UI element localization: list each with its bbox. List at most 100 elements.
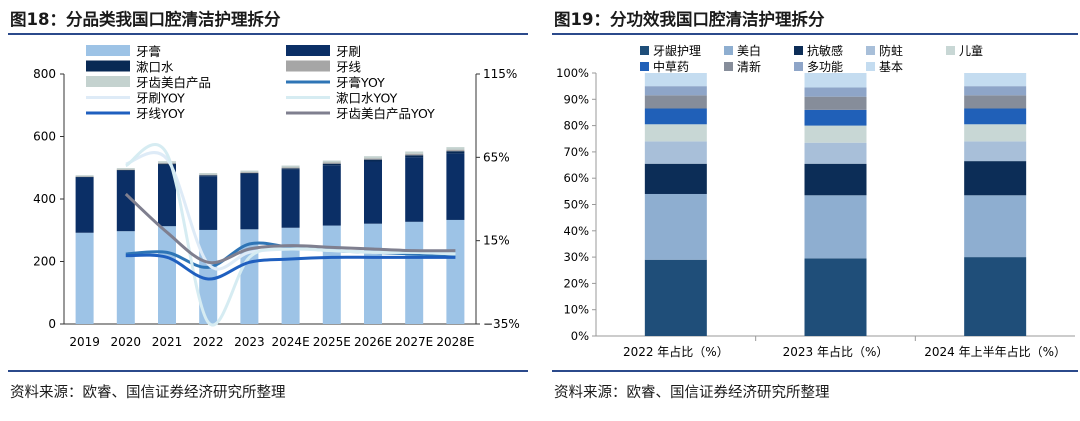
bar-segment bbox=[322, 225, 341, 324]
legend-label: 牙齿美白产品YOY bbox=[336, 106, 435, 121]
legend-swatch bbox=[794, 46, 803, 55]
bar-segment bbox=[322, 160, 341, 163]
legend-label: 牙线YOY bbox=[136, 106, 185, 121]
legend-label: 中草药 bbox=[653, 59, 689, 74]
y-axis-tick-label: 70% bbox=[563, 145, 589, 159]
x-axis-tick-label: 2023 bbox=[234, 335, 265, 349]
bar-segment bbox=[158, 164, 176, 227]
bar-segment bbox=[322, 165, 341, 226]
y-axis-tick-label: 100% bbox=[556, 66, 589, 80]
bar-segment bbox=[644, 95, 707, 109]
bar-segment bbox=[964, 108, 1027, 125]
bar-segment bbox=[116, 231, 135, 324]
bar-segment bbox=[964, 141, 1027, 162]
y-axis-tick-label: 30% bbox=[563, 250, 589, 264]
bar-segment bbox=[322, 162, 341, 164]
bar-segment bbox=[240, 173, 259, 174]
legend-label: 多功能 bbox=[807, 60, 843, 74]
y-axis-tick-label: 90% bbox=[563, 92, 589, 106]
bar-segment bbox=[446, 151, 465, 154]
bar-segment bbox=[964, 257, 1027, 336]
bar-segment bbox=[804, 73, 867, 88]
bar-segment bbox=[281, 227, 300, 324]
bar-segment bbox=[804, 195, 867, 259]
bar-segment bbox=[199, 174, 218, 176]
left-axis-tick-label: 200 bbox=[33, 255, 56, 269]
x-axis-tick-label: 2025E bbox=[313, 335, 351, 349]
bar-segment bbox=[116, 169, 135, 170]
x-axis-tick-label: 2019 bbox=[69, 335, 100, 349]
bar-segment bbox=[644, 193, 707, 260]
legend-label: 牙膏YOY bbox=[336, 75, 385, 90]
bar-segment bbox=[405, 153, 424, 156]
left-axis-tick-label: 400 bbox=[33, 192, 56, 206]
y-axis-tick-label: 0% bbox=[571, 329, 589, 343]
y-axis-tick-label: 80% bbox=[563, 119, 589, 133]
bar-segment bbox=[405, 155, 424, 158]
bar-segment bbox=[158, 162, 176, 164]
bar-segment bbox=[644, 86, 707, 96]
bar-segment bbox=[199, 173, 218, 175]
x-axis-tick-label: 2022 年占比（%） bbox=[623, 344, 729, 359]
bar-segment bbox=[364, 158, 382, 160]
bar-segment bbox=[158, 226, 176, 324]
legend-swatch bbox=[286, 60, 330, 72]
legend-label: 儿童 bbox=[959, 43, 983, 58]
bar-segment bbox=[446, 149, 465, 152]
legend-label: 抗敏感 bbox=[807, 43, 843, 58]
legend-label: 美白 bbox=[737, 43, 761, 58]
bar-segment bbox=[804, 163, 867, 196]
bar-segment bbox=[158, 161, 176, 163]
bar-segment bbox=[240, 170, 259, 173]
right-axis-tick-label: −35% bbox=[483, 317, 520, 331]
bar-segment bbox=[446, 219, 465, 324]
legend-swatch bbox=[86, 45, 130, 56]
bar-segment bbox=[199, 176, 218, 230]
x-axis-tick-label: 2024E bbox=[272, 335, 310, 349]
figure-19-panel: 图19：分功效我国口腔清洁护理拆分 100% 90% 80% 70% 60% 50% 40%… bbox=[550, 0, 1080, 421]
figure-19-title: 图19：分功效我国口腔清洁护理拆分 bbox=[554, 10, 825, 29]
bar-segment bbox=[75, 232, 94, 324]
left-axis-tick-label: 0 bbox=[48, 317, 56, 331]
legend-swatch bbox=[86, 76, 130, 87]
y-axis-tick-label: 60% bbox=[563, 171, 589, 185]
x-axis-tick-label: 2027E bbox=[395, 335, 433, 349]
x-axis-tick-label: 2020 bbox=[111, 335, 142, 349]
bar-segment bbox=[116, 169, 135, 171]
category-split-chart: 800 600 400 200 0 115% 65% 15% −35% 2019 2020 2021 2… bbox=[33, 44, 520, 349]
bar-segment bbox=[240, 172, 259, 174]
bar-segment bbox=[964, 86, 1027, 96]
bar-segment bbox=[240, 174, 259, 230]
bar-segment bbox=[804, 87, 867, 97]
y-axis-tick-label: 10% bbox=[563, 303, 589, 317]
right-axis-tick-label: 65% bbox=[483, 150, 510, 164]
legend-swatch bbox=[724, 46, 733, 55]
bar-segment bbox=[405, 151, 424, 154]
bar-segment bbox=[364, 161, 382, 224]
legend-swatch bbox=[866, 62, 875, 71]
bar-segment bbox=[644, 124, 707, 142]
x-axis-tick-label: 2028E bbox=[436, 335, 474, 349]
legend-label: 漱口水 bbox=[136, 60, 174, 75]
y-axis-tick-label: 40% bbox=[563, 224, 589, 238]
bar-segment bbox=[804, 258, 867, 336]
legend-swatch bbox=[86, 60, 130, 72]
bar-segment bbox=[964, 161, 1027, 196]
bar-segment bbox=[75, 177, 94, 233]
bar-segment bbox=[964, 95, 1027, 109]
bar-segment bbox=[281, 168, 300, 170]
y-axis-tick-label: 50% bbox=[563, 198, 589, 212]
bar-segment bbox=[804, 109, 867, 126]
figure-19-bottom-rule bbox=[552, 370, 1078, 372]
left-axis-tick-label: 800 bbox=[33, 67, 56, 81]
bar-segment bbox=[644, 259, 707, 336]
bar-segment bbox=[75, 176, 94, 177]
figure-18-bottom-rule bbox=[8, 370, 528, 372]
yoy-line bbox=[125, 253, 456, 281]
figure-18-title-rule bbox=[8, 33, 528, 35]
legend-swatch bbox=[640, 62, 649, 71]
bar-segment bbox=[644, 141, 707, 164]
legend-label: 清新 bbox=[737, 59, 761, 74]
figure-18-title: 图18：分品类我国口腔清洁护理拆分 bbox=[10, 10, 281, 29]
bar-segment bbox=[964, 195, 1027, 258]
